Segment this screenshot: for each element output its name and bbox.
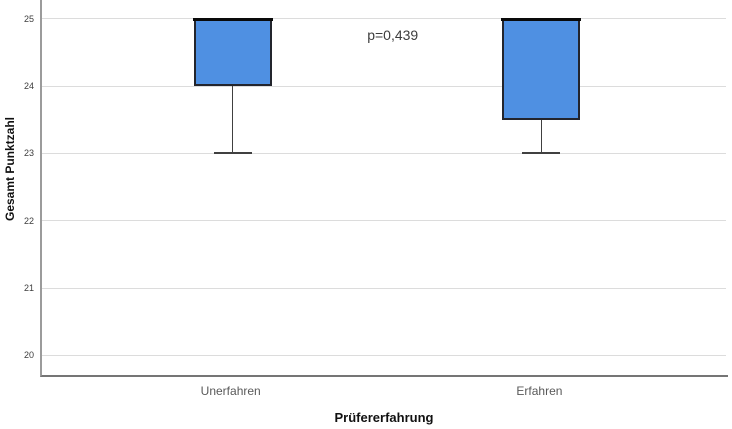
y-tick-label-24: 24 — [23, 81, 34, 92]
gridline-y-22 — [42, 220, 726, 222]
whisker-cap — [522, 152, 561, 155]
gridline-y-25 — [42, 18, 726, 20]
y-tick-label-20: 20 — [23, 350, 34, 361]
x-axis-title: Prüfererfahrung — [334, 410, 434, 425]
gridline-y-21 — [42, 287, 726, 289]
box-unerfahren — [193, 18, 272, 87]
median-line-unerfahren — [192, 17, 273, 21]
y-tick-label-25: 25 — [23, 13, 34, 24]
y-tick-label-23: 23 — [23, 148, 34, 159]
median-line-erfahren — [501, 17, 582, 21]
plot-area — [40, 0, 728, 377]
y-axis-title: Gesamt Punktzahl — [3, 116, 17, 222]
gridline-y-20 — [42, 354, 726, 356]
gridline-y-23 — [42, 152, 726, 154]
box-erfahren — [502, 18, 581, 120]
whisker-line — [540, 119, 542, 154]
x-category-label-unerfahren: Unerfahren — [200, 384, 261, 398]
y-tick-label-21: 21 — [23, 283, 34, 294]
gridline-y-24 — [42, 85, 726, 87]
whisker-line — [232, 86, 234, 154]
p-value-annotation: p=0,439 — [367, 27, 419, 44]
x-category-label-erfahren: Erfahren — [516, 384, 563, 398]
whisker-cap — [213, 152, 252, 155]
y-tick-label-22: 22 — [23, 215, 34, 226]
